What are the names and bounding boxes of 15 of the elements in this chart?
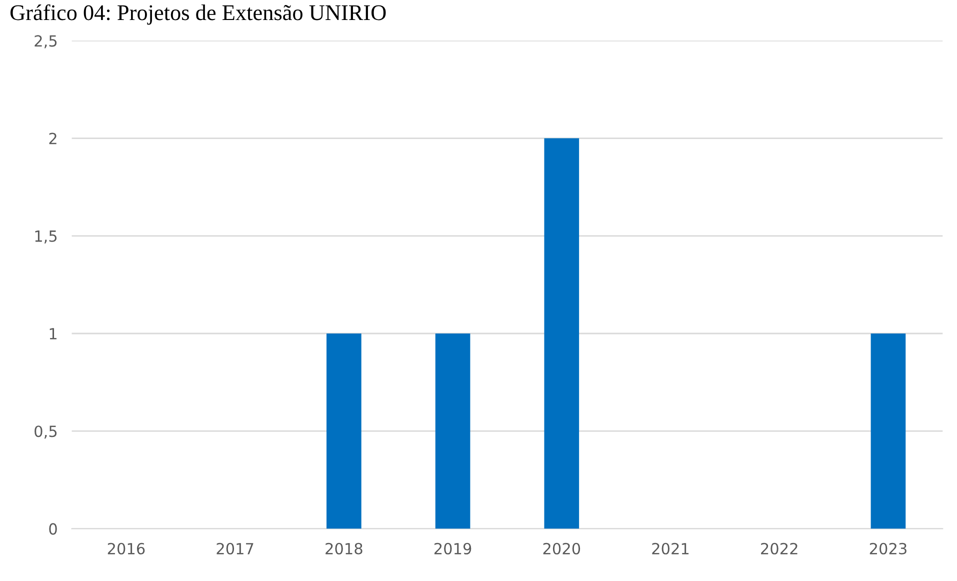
y-tick-label: 1	[50, 328, 56, 340]
y-tick-label: 2	[49, 132, 56, 144]
x-tick-label: 2021	[652, 542, 689, 554]
y-tick-label: 0	[49, 523, 57, 535]
y-tick-label: 1,5	[35, 230, 57, 244]
y-tick-label: 0,5	[34, 426, 57, 439]
y-tick-label: 2,5	[34, 35, 57, 48]
chart-title: Gráfico 04: Projetos de Extensão UNIRIO	[10, 4, 386, 25]
x-tick-label: 2017	[216, 542, 254, 554]
x-tick-label: 2018	[326, 542, 362, 554]
x-tick-label: 2020	[543, 542, 580, 554]
x-tick-label: 2022	[761, 542, 798, 554]
x-tick-label: 2023	[870, 542, 906, 554]
x-tick-label: 2019	[434, 542, 472, 554]
x-tick-label: 2016	[108, 542, 145, 554]
